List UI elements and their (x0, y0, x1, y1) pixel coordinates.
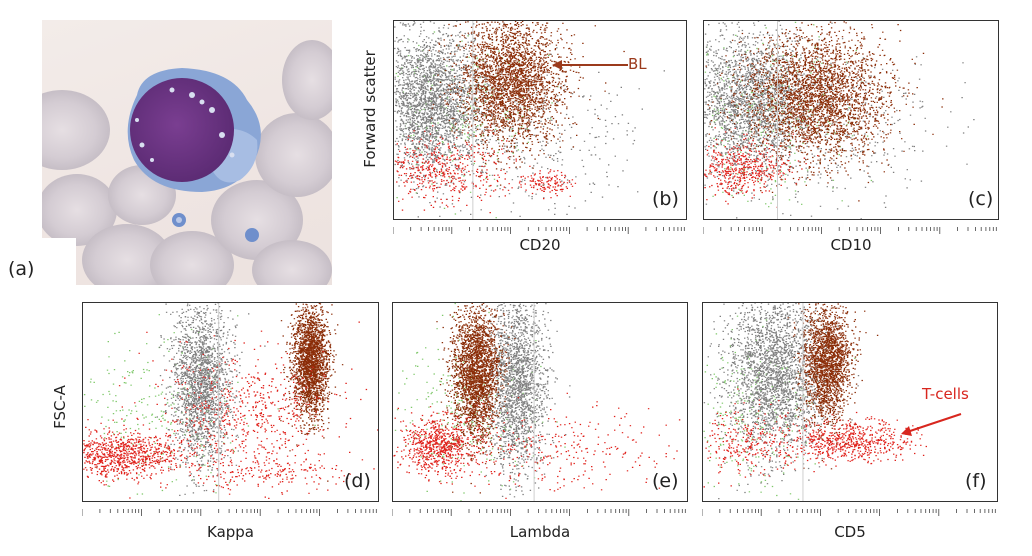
events-brown (280, 303, 344, 482)
blood-cell-micrograph (42, 40, 332, 285)
x-axis-label-e: Lambda (509, 523, 571, 541)
y-axis-label-b: Forward scatter (361, 50, 379, 168)
x-ticks-e (391, 502, 688, 516)
panel-label-f: (f) (965, 470, 987, 492)
events-gray (156, 303, 266, 496)
plot-c (703, 20, 999, 220)
bl-arrow (552, 60, 628, 70)
x-axis-label-f: CD5 (834, 523, 866, 541)
x-axis-label-c: CD10 (830, 236, 872, 254)
events-red (394, 124, 577, 214)
panel-label-b: (b) (652, 188, 679, 210)
tcells-arrow (901, 413, 962, 436)
panel-label-e: (e) (652, 470, 679, 492)
x-ticks-c (702, 220, 999, 234)
events-red (704, 127, 819, 208)
micrograph-panel (42, 20, 332, 285)
x-ticks-f (701, 502, 998, 516)
plot-b-points (394, 21, 665, 219)
micrograph-corner (42, 238, 76, 288)
plot-c-points (704, 21, 975, 219)
x-axis-label-d: Kappa (207, 523, 254, 541)
panel-label-d: (d) (344, 470, 371, 492)
plot-f (702, 302, 998, 502)
plot-f-points (703, 303, 927, 501)
events-red (393, 392, 681, 499)
events-brown (435, 303, 516, 494)
events-red (703, 388, 927, 488)
events-brown (786, 303, 879, 470)
events-red (83, 321, 378, 499)
plot-d-points (83, 303, 378, 501)
plot-b (393, 20, 687, 220)
panel-label-a: (a) (8, 258, 35, 280)
plot-e-points (393, 303, 681, 501)
tcells-annotation: T-cells (922, 385, 969, 403)
events-brown (705, 21, 944, 202)
panel-label-c: (c) (968, 188, 994, 210)
x-ticks-d (81, 502, 379, 516)
bl-annotation: BL (628, 55, 647, 73)
plot-d (82, 302, 379, 502)
plot-e (392, 302, 688, 502)
x-ticks-b (392, 220, 687, 234)
events-brown (428, 21, 625, 186)
events-gray (703, 303, 860, 500)
x-axis-label-b: CD20 (519, 236, 561, 254)
y-axis-label-d: FSC-A (51, 385, 69, 429)
